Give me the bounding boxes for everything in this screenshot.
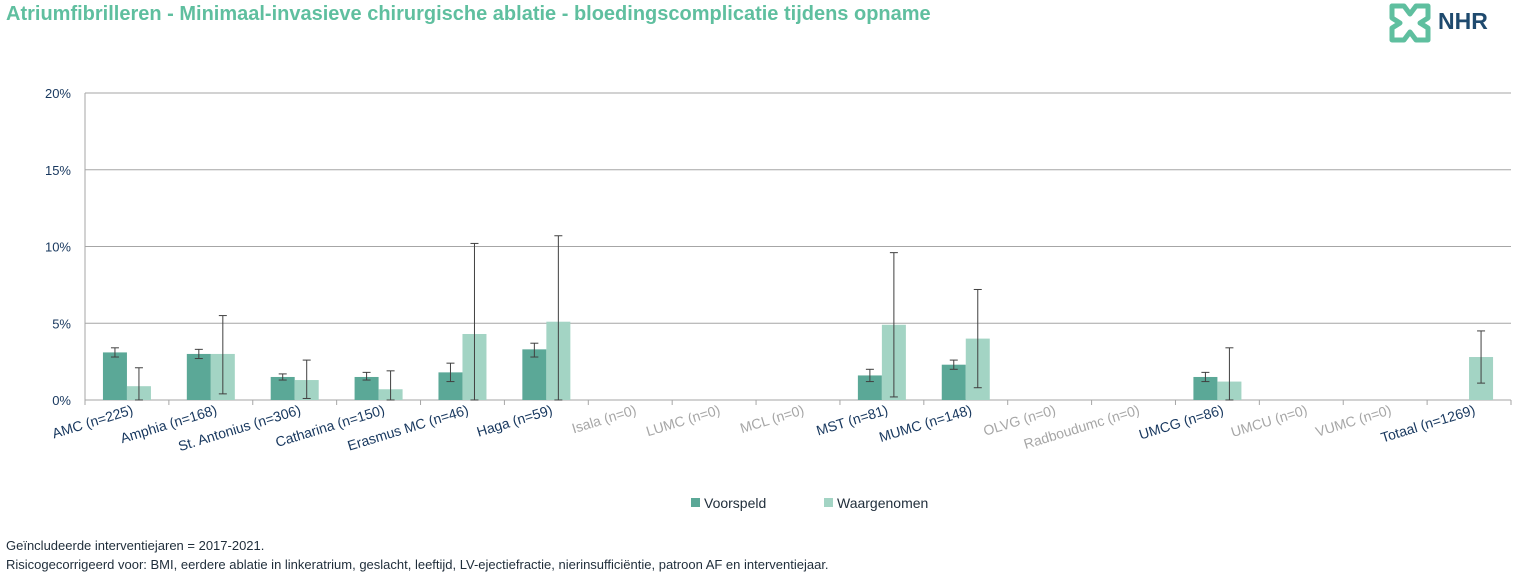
x-category-label: Isala (n=0): [570, 402, 638, 437]
x-category-label: UMCU (n=0): [1229, 402, 1309, 440]
legend-swatch: [691, 498, 700, 507]
bar-voorspeld: [354, 376, 379, 400]
y-tick-label: 15%: [45, 163, 71, 178]
bar-voorspeld: [186, 353, 211, 400]
x-category-label: LUMC (n=0): [644, 402, 722, 440]
bar-voorspeld: [941, 364, 966, 400]
chart-title: Atriumfibrilleren - Minimaal-invasieve c…: [6, 3, 931, 25]
x-category-label: MCL (n=0): [738, 402, 806, 437]
bar-chart: 0%5%10%15%20%AMC (n=225)Amphia (n=168)St…: [45, 86, 1512, 511]
legend-swatch: [824, 498, 833, 507]
x-category-label: MUMC (n=148): [877, 402, 974, 445]
bar-voorspeld: [1193, 376, 1218, 400]
y-tick-label: 0%: [52, 393, 71, 408]
y-tick-label: 10%: [45, 240, 71, 255]
y-tick-label: 5%: [52, 316, 71, 331]
nhr-logo-icon: [1389, 3, 1431, 43]
footnote-years: Geïncludeerde interventiejaren = 2017-20…: [6, 538, 265, 553]
x-category-label: UMCG (n=86): [1137, 402, 1225, 443]
logo-text: NHR: [1438, 8, 1488, 34]
bar-voorspeld: [102, 352, 127, 400]
x-category-label: Totaal (n=1269): [1379, 402, 1477, 446]
legend-label: Waargenomen: [837, 495, 928, 511]
legend-label: Voorspeld: [704, 495, 766, 511]
bar-voorspeld: [270, 376, 295, 400]
footnote-risk-adjustment: Risicogecorrigeerd voor: BMI, eerdere ab…: [6, 557, 829, 572]
x-category-label: Haga (n=59): [475, 402, 554, 440]
bar-voorspeld: [522, 349, 547, 400]
y-tick-label: 20%: [45, 86, 71, 101]
